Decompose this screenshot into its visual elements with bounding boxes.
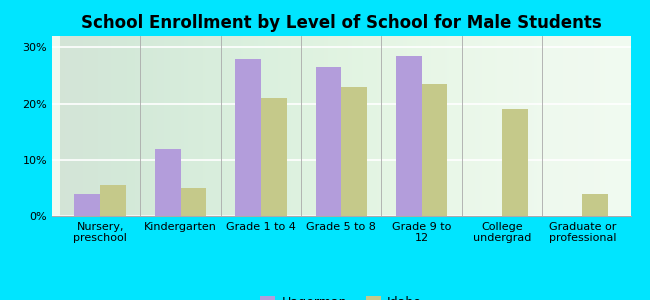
Bar: [155, 148, 181, 216]
Bar: [341, 87, 367, 216]
Bar: [75, 194, 100, 216]
Bar: [261, 98, 287, 216]
Legend: Hagerman, Idaho: Hagerman, Idaho: [255, 291, 427, 300]
Bar: [235, 58, 261, 216]
Bar: [582, 194, 608, 216]
Bar: [502, 109, 528, 216]
Title: School Enrollment by Level of School for Male Students: School Enrollment by Level of School for…: [81, 14, 602, 32]
Bar: [181, 188, 206, 216]
Bar: [422, 84, 447, 216]
Bar: [100, 185, 126, 216]
Bar: [315, 67, 341, 216]
Bar: [396, 56, 422, 216]
